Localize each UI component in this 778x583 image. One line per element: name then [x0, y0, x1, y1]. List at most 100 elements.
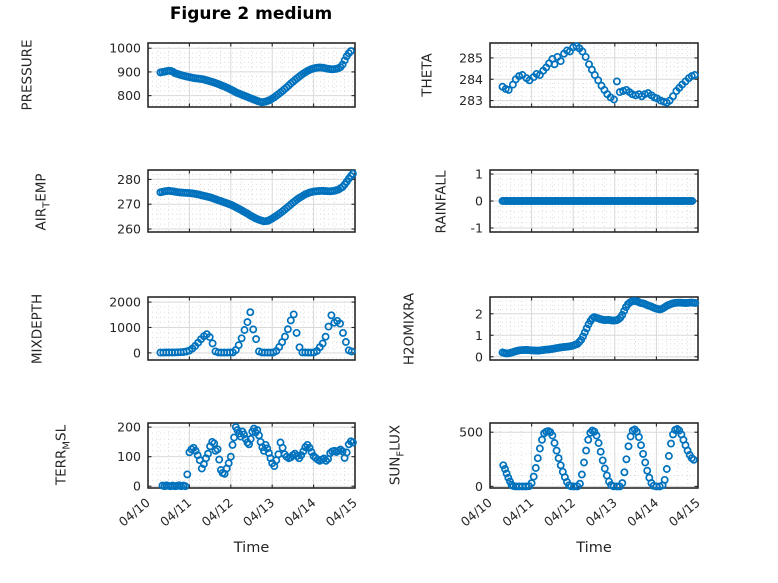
figure-title: Figure 2 medium [169, 4, 333, 24]
axis-ticks [489, 170, 699, 232]
data-point [598, 456, 607, 465]
data-point [552, 446, 561, 455]
subplot-mixdepth: MIXDEPTH 0 1000 2000 [0, 287, 366, 378]
scatter-series [498, 197, 697, 205]
data-point [213, 445, 222, 454]
data-point [556, 57, 565, 66]
data-point [688, 197, 697, 205]
x-tick-label: 04/15 [666, 495, 703, 530]
y-tick-label: 285 [459, 50, 483, 65]
data-point [554, 454, 563, 463]
x-axis-label: Time [575, 540, 612, 556]
y-axis-label-terrmsl: TERRMSL [53, 425, 73, 486]
y-tick-label: 200 [117, 420, 141, 435]
y-tick-label: 800 [117, 88, 141, 103]
data-point [240, 430, 248, 439]
data-point [596, 447, 605, 456]
y-tick-label: 900 [117, 64, 141, 79]
data-point [324, 322, 333, 331]
data-point [521, 482, 530, 491]
axes-border [147, 42, 356, 108]
y-tick-label: 2000 [109, 295, 141, 310]
data-point [237, 334, 246, 343]
y-tick-label: 1000 [109, 41, 141, 56]
scatter-series [158, 423, 357, 491]
y-tick-label: 260 [117, 222, 141, 237]
data-point [622, 455, 631, 464]
y-tick-labels: 800 900 1000 [109, 41, 141, 103]
data-point [689, 455, 698, 464]
scatter-series [156, 308, 356, 357]
y-tick-label: -1 [471, 220, 483, 235]
y-tick-labels: 0 1 2 [475, 306, 483, 364]
y-tick-label: 0 [475, 349, 483, 364]
axes-border [147, 296, 356, 361]
plot-area-pressure: 800 900 1000 [109, 41, 356, 108]
data-point [581, 52, 590, 61]
data-point [347, 347, 356, 356]
data-point [634, 433, 643, 442]
data-point [594, 76, 603, 85]
data-point [348, 169, 357, 178]
data-point [499, 461, 508, 470]
data-point [690, 71, 699, 79]
ylabel-subscript: M [61, 440, 73, 450]
axes-border [489, 296, 699, 361]
y-tick-label: 283 [459, 93, 483, 108]
data-point [305, 443, 314, 452]
axes-border [147, 422, 356, 489]
ylabel-text: H2OMIXRA [401, 292, 418, 366]
data-point [228, 440, 237, 449]
x-tick-label: 04/11 [157, 495, 194, 530]
data-point [292, 328, 301, 337]
data-point [283, 325, 292, 334]
data-point [691, 299, 700, 307]
data-point [340, 56, 349, 65]
y-tick-label: 0 [133, 479, 141, 494]
x-axis-label: Time [233, 540, 270, 556]
x-tick-label: 04/11 [499, 495, 536, 530]
data-point [592, 431, 601, 440]
data-point [535, 444, 544, 453]
data-point [580, 328, 589, 337]
data-point [234, 341, 243, 350]
subplot-theta: THETA 283 284 285 [342, 33, 708, 125]
data-point [504, 473, 513, 482]
data-point [339, 328, 347, 337]
y-tick-label: 100 [117, 449, 141, 464]
plot-area-mixdepth: 0 1000 2000 [109, 295, 356, 361]
data-point [590, 71, 599, 79]
y-tick-label: 1 [475, 328, 483, 343]
x-tick-label: 04/12 [198, 495, 235, 530]
y-tick-label: 0 [475, 479, 483, 494]
data-point [344, 49, 353, 58]
y-tick-labels: 260 270 280 [117, 172, 141, 237]
ylabel-text: THETA [419, 53, 436, 97]
data-point [183, 470, 192, 479]
ylabel-text: TERR [53, 449, 70, 486]
x-tick-label: 04/10 [458, 495, 495, 530]
x-tick-label: 04/12 [541, 495, 578, 530]
axis-ticks [147, 297, 356, 360]
scatter-series [498, 297, 700, 358]
axes-border [147, 169, 356, 233]
data-point [208, 339, 217, 348]
subplot-terrmsl: TERRMSL 0 100 200 04/10 04/11 04/12 04/13 04/14… [0, 413, 366, 563]
data-point [669, 92, 677, 101]
y-tick-labels: 0 100 200 [117, 420, 141, 494]
data-point [342, 448, 351, 457]
data-point [502, 469, 511, 478]
subplot-rainfall: RAINFALL -1 0 1 [342, 160, 708, 250]
plot-area-airtemp: 260 270 280 [117, 169, 357, 237]
y-tick-labels: -1 0 1 [471, 167, 484, 236]
scatter-series [498, 42, 699, 107]
data-point [307, 448, 316, 456]
data-point [637, 441, 645, 450]
data-point [293, 452, 301, 461]
minor-grid [490, 170, 698, 232]
data-point [618, 310, 627, 319]
y-tick-label: 1 [475, 167, 483, 182]
ylabel-text: PRESSURE [19, 39, 36, 111]
data-point [318, 339, 327, 348]
data-point [501, 465, 509, 473]
